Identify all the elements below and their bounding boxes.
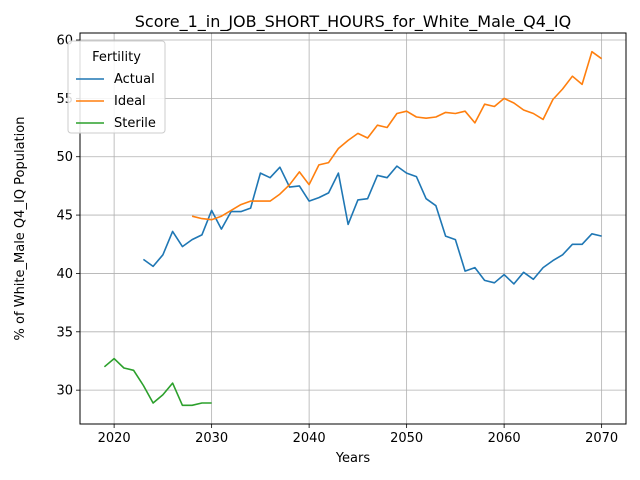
x-tick-label: 2060: [488, 431, 521, 446]
legend-label-ideal: Ideal: [114, 94, 146, 109]
y-axis-label: % of White_Male Q4_IQ Population: [13, 117, 28, 341]
legend: Fertility Actual Ideal Sterile: [67, 40, 166, 134]
x-tick-label: 2020: [98, 431, 131, 446]
chart-title: Score_1_in_JOB_SHORT_HOURS_for_White_Mal…: [135, 12, 572, 32]
legend-label-sterile: Sterile: [114, 116, 156, 131]
plot-frame: [79, 32, 627, 425]
grid-lines: [80, 33, 626, 424]
series-lines: [103, 50, 603, 407]
y-tick-label: 40: [56, 267, 73, 282]
x-tick-label: 2070: [585, 431, 618, 446]
y-tick-label: 45: [56, 209, 73, 224]
y-tick-label: 30: [56, 384, 73, 399]
legend-label-actual: Actual: [114, 72, 155, 87]
y-tick-label: 35: [56, 325, 73, 340]
x-tick-label: 2040: [293, 431, 326, 446]
series-line-ideal: [191, 50, 603, 221]
x-axis-label: Years: [335, 451, 371, 466]
legend-title: Fertility: [92, 50, 141, 65]
legend-box: [67, 40, 166, 134]
series-line-sterile: [103, 357, 212, 407]
x-tick-label: 2030: [195, 431, 228, 446]
series-line-actual: [142, 165, 602, 285]
x-tick-label: 2050: [390, 431, 423, 446]
y-tick-label: 50: [56, 150, 73, 165]
